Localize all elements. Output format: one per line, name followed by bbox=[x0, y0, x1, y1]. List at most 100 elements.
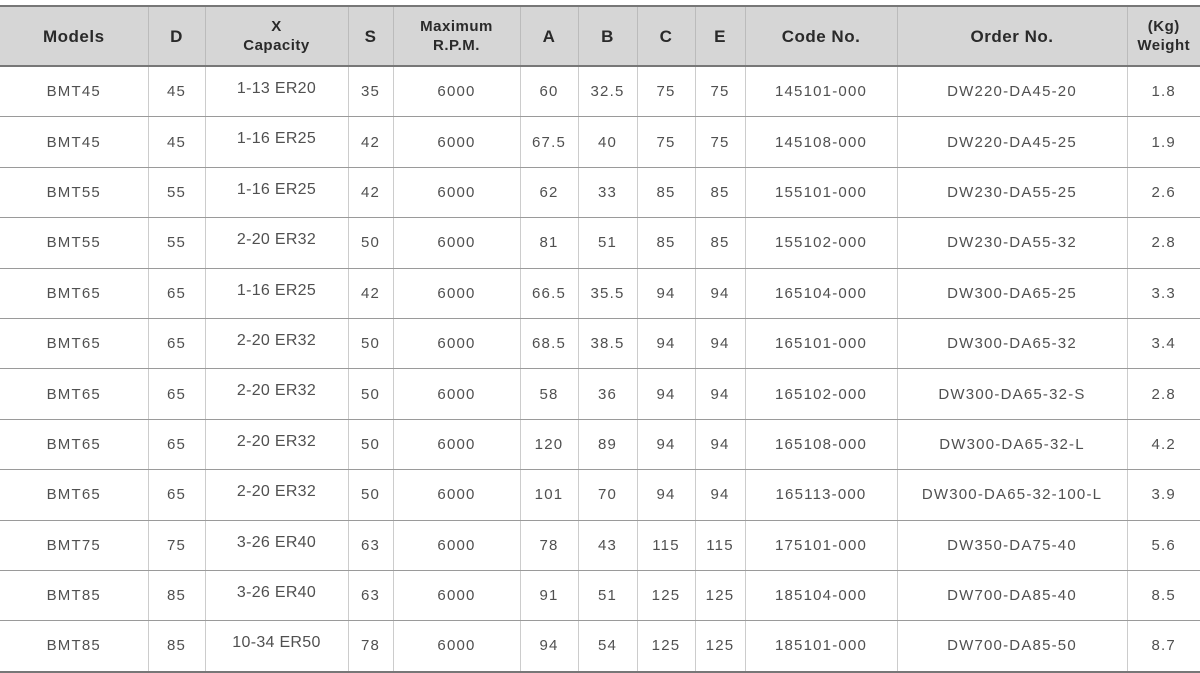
table-cell: 78 bbox=[520, 520, 578, 570]
table-cell: 85 bbox=[695, 167, 745, 217]
table-cell: 4.2 bbox=[1127, 419, 1200, 469]
header-line: R.P.M. bbox=[394, 36, 520, 55]
table-cell: 6000 bbox=[393, 570, 520, 620]
table-cell: 70 bbox=[578, 470, 637, 520]
table-cell: DW300-DA65-32-S bbox=[897, 369, 1127, 419]
table-cell: 42 bbox=[348, 268, 393, 318]
table-cell: BMT65 bbox=[0, 470, 148, 520]
table-cell: 94 bbox=[637, 268, 695, 318]
header-cell: Code No. bbox=[745, 6, 897, 66]
table-cell: 36 bbox=[578, 369, 637, 419]
table-cell: 2-20 ER32 bbox=[205, 419, 348, 469]
header-cell: A bbox=[520, 6, 578, 66]
table-cell: 66.5 bbox=[520, 268, 578, 318]
table-cell: 50 bbox=[348, 218, 393, 268]
table-cell: 165113-000 bbox=[745, 470, 897, 520]
table-cell: DW300-DA65-32-100-L bbox=[897, 470, 1127, 520]
table-cell: DW700-DA85-40 bbox=[897, 570, 1127, 620]
table-cell: BMT75 bbox=[0, 520, 148, 570]
table-cell: 94 bbox=[637, 369, 695, 419]
table-cell: 6000 bbox=[393, 621, 520, 672]
table-cell: 125 bbox=[637, 570, 695, 620]
table-cell: 50 bbox=[348, 369, 393, 419]
table-cell: 94 bbox=[695, 318, 745, 368]
table-cell: 165108-000 bbox=[745, 419, 897, 469]
table-cell: 155102-000 bbox=[745, 218, 897, 268]
table-cell: 125 bbox=[695, 621, 745, 672]
table-cell: 94 bbox=[695, 470, 745, 520]
table-cell: 165102-000 bbox=[745, 369, 897, 419]
table-cell: 75 bbox=[695, 66, 745, 117]
table-cell: DW700-DA85-50 bbox=[897, 621, 1127, 672]
table-cell: 75 bbox=[637, 117, 695, 167]
header-line: Weight bbox=[1128, 36, 1200, 55]
header-line: Capacity bbox=[206, 36, 348, 55]
table-cell: 6000 bbox=[393, 117, 520, 167]
table-cell: 65 bbox=[148, 419, 205, 469]
table-cell: 89 bbox=[578, 419, 637, 469]
table-cell: 10-34 ER50 bbox=[205, 621, 348, 672]
table-cell: 94 bbox=[520, 621, 578, 672]
table-cell: 38.5 bbox=[578, 318, 637, 368]
table-cell: BMT65 bbox=[0, 419, 148, 469]
table-cell: 78 bbox=[348, 621, 393, 672]
table-cell: 3.9 bbox=[1127, 470, 1200, 520]
table-cell: 165101-000 bbox=[745, 318, 897, 368]
table-cell: 1-16 ER25 bbox=[205, 167, 348, 217]
table-cell: 6000 bbox=[393, 167, 520, 217]
table-cell: BMT85 bbox=[0, 570, 148, 620]
table-cell: 6000 bbox=[393, 369, 520, 419]
table-cell: 120 bbox=[520, 419, 578, 469]
table-cell: 6000 bbox=[393, 318, 520, 368]
table-cell: 3.3 bbox=[1127, 268, 1200, 318]
table-cell: DW300-DA65-32 bbox=[897, 318, 1127, 368]
table-cell: 125 bbox=[695, 570, 745, 620]
table-cell: 65 bbox=[148, 369, 205, 419]
table-cell: 65 bbox=[148, 268, 205, 318]
table-cell: 2.8 bbox=[1127, 369, 1200, 419]
table-cell: BMT45 bbox=[0, 66, 148, 117]
table-cell: 85 bbox=[637, 167, 695, 217]
table-cell: 6000 bbox=[393, 419, 520, 469]
table-cell: DW230-DA55-32 bbox=[897, 218, 1127, 268]
table-cell: 1.8 bbox=[1127, 66, 1200, 117]
table-cell: 165104-000 bbox=[745, 268, 897, 318]
table-cell: 115 bbox=[695, 520, 745, 570]
table-cell: 85 bbox=[148, 570, 205, 620]
table-cell: 35 bbox=[348, 66, 393, 117]
header-cell: Order No. bbox=[897, 6, 1127, 66]
table-cell: 185101-000 bbox=[745, 621, 897, 672]
table-cell: BMT55 bbox=[0, 167, 148, 217]
table-cell: 50 bbox=[348, 318, 393, 368]
header-cell: S bbox=[348, 6, 393, 66]
table-cell: 8.5 bbox=[1127, 570, 1200, 620]
header-cell: D bbox=[148, 6, 205, 66]
table-cell: BMT45 bbox=[0, 117, 148, 167]
table-cell: 75 bbox=[148, 520, 205, 570]
table-cell: 94 bbox=[637, 419, 695, 469]
table-cell: 1-16 ER25 bbox=[205, 268, 348, 318]
table-cell: 1-16 ER25 bbox=[205, 117, 348, 167]
header-line: Maximum bbox=[394, 17, 520, 36]
table-cell: 2-20 ER32 bbox=[205, 318, 348, 368]
table-cell: 67.5 bbox=[520, 117, 578, 167]
table-cell: 55 bbox=[148, 218, 205, 268]
table-cell: 63 bbox=[348, 570, 393, 620]
table-cell: 175101-000 bbox=[745, 520, 897, 570]
table-cell: 145108-000 bbox=[745, 117, 897, 167]
table-cell: 6000 bbox=[393, 218, 520, 268]
table-cell: 2-20 ER32 bbox=[205, 218, 348, 268]
header-cell: Models bbox=[0, 6, 148, 66]
table-cell: DW230-DA55-25 bbox=[897, 167, 1127, 217]
table-cell: 60 bbox=[520, 66, 578, 117]
table-cell: DW220-DA45-25 bbox=[897, 117, 1127, 167]
header-cell: E bbox=[695, 6, 745, 66]
